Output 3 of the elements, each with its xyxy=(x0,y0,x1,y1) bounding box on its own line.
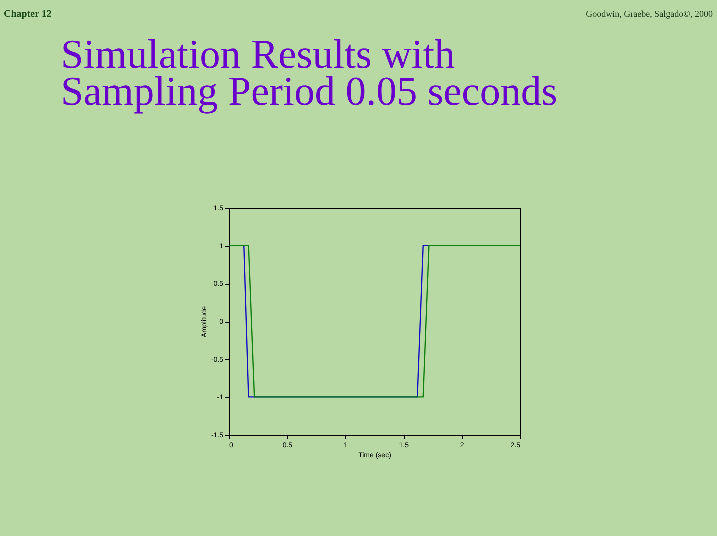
text: Chapter 12 xyxy=(4,9,52,20)
chart-title: Simulation Results with Sampling Period 0.05 seconds xyxy=(61,31,558,114)
text: Goodwin, Graebe, Salgado©, 2000 xyxy=(586,9,714,19)
